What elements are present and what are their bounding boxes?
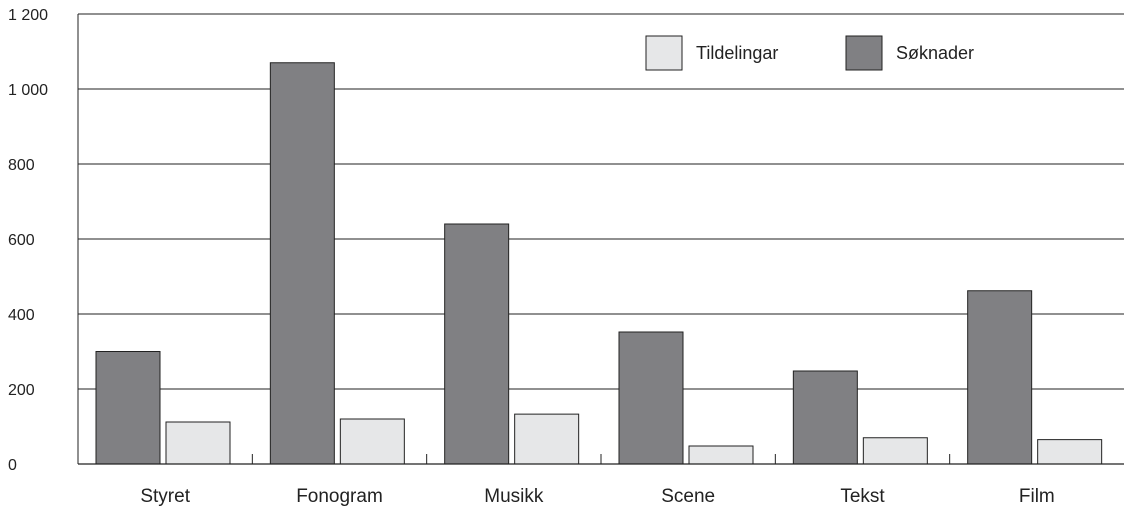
bar <box>967 290 1033 465</box>
x-tick-label: Fonogram <box>296 486 383 507</box>
y-tick-label: 200 <box>8 382 35 399</box>
bar <box>165 421 231 465</box>
bar <box>444 223 510 465</box>
bar <box>339 418 405 465</box>
y-tick-label: 800 <box>8 157 35 174</box>
x-tick-label: Scene <box>661 486 715 507</box>
x-axis: Styret Fonogram Musikk Scene Tekst Film <box>78 454 1124 507</box>
bar <box>792 370 858 465</box>
y-tick-label: 1 200 <box>8 7 48 24</box>
gridlines <box>77 13 1124 464</box>
x-tick-label: Tekst <box>840 486 885 507</box>
bar <box>688 445 754 465</box>
x-tick-label: Styret <box>140 486 190 507</box>
legend: Tildelingar Søknader <box>645 35 974 71</box>
y-tick-label: 0 <box>8 457 17 474</box>
bar <box>514 413 580 465</box>
x-tick-label: Film <box>1019 486 1055 507</box>
legend-label: Tildelingar <box>696 43 778 63</box>
bar <box>618 331 684 465</box>
bar <box>95 351 161 465</box>
legend-label: Søknader <box>896 43 974 63</box>
y-tick-label: 1 000 <box>8 82 48 99</box>
x-tick-label: Musikk <box>484 486 544 507</box>
bars <box>95 62 1103 465</box>
bar <box>862 437 928 465</box>
y-axis-ticks: 0 200 400 600 800 1 000 1 200 <box>8 7 48 474</box>
y-tick-label: 400 <box>8 307 35 324</box>
bar <box>1037 439 1103 465</box>
legend-swatch <box>645 35 683 71</box>
legend-swatch <box>845 35 883 71</box>
bar <box>269 62 335 465</box>
y-tick-label: 600 <box>8 232 35 249</box>
